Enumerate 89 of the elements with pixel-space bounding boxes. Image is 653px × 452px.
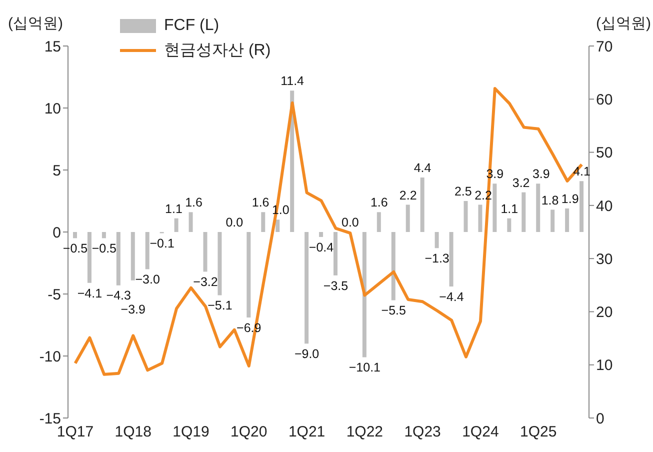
bar <box>565 208 570 232</box>
x-tick-label: 1Q18 <box>114 424 152 441</box>
data-label: 2.5 <box>454 184 472 199</box>
y-tick-label: -10 <box>39 348 61 366</box>
data-label: −4.4 <box>439 290 464 304</box>
bar <box>376 212 381 232</box>
x-tick-label: 1Q20 <box>230 424 268 441</box>
bar <box>102 232 106 238</box>
bar <box>174 218 178 232</box>
bar <box>391 232 396 300</box>
y2-tick-label: 50 <box>596 144 613 162</box>
y2-tick-label: 10 <box>596 357 613 374</box>
bar <box>319 232 324 237</box>
y2-tick-label: 20 <box>596 304 613 322</box>
bar <box>334 232 338 276</box>
bar <box>550 210 555 232</box>
legend-label: FCF (L) <box>164 17 220 35</box>
bar <box>449 232 454 287</box>
data-label: 3.2 <box>512 176 530 190</box>
y2-tick-label: 70 <box>596 38 613 56</box>
data-label: −3.9 <box>120 302 146 316</box>
data-label: −5.5 <box>381 304 406 318</box>
data-label: 0.0 <box>226 216 244 230</box>
y-tick-label: 0 <box>52 224 61 242</box>
y-tick-label: 5 <box>52 162 61 180</box>
bar <box>276 220 280 232</box>
bar <box>261 212 266 232</box>
data-label: −0.5 <box>62 242 88 256</box>
data-label: 1.1 <box>165 202 182 216</box>
bar <box>87 232 92 283</box>
x-tick-label: 1Q24 <box>462 424 499 441</box>
data-label: −0.5 <box>92 242 117 256</box>
bar <box>536 184 540 232</box>
bar <box>478 204 482 232</box>
data-label: 3.9 <box>532 167 550 182</box>
data-label: −9.0 <box>294 347 320 362</box>
x-tick-label: 1Q23 <box>404 424 441 441</box>
bar <box>116 232 120 286</box>
bar <box>362 232 366 358</box>
x-tick-label: 1Q21 <box>288 424 326 441</box>
y-tick-label: 15 <box>44 38 61 56</box>
bar <box>73 232 77 238</box>
bar <box>464 201 468 232</box>
data-label: 1.1 <box>500 202 518 216</box>
data-label: −0.1 <box>150 236 174 251</box>
data-label: 1.9 <box>561 192 579 206</box>
bar <box>130 232 135 280</box>
data-label: 2.2 <box>399 188 417 202</box>
data-label: 1.6 <box>185 196 203 210</box>
bar <box>218 232 222 296</box>
x-tick-label: 1Q22 <box>346 424 384 441</box>
bar <box>406 204 410 232</box>
data-label: −10.1 <box>348 360 381 375</box>
x-tick-label: 1Q19 <box>172 424 210 441</box>
y2-tick-label: 60 <box>596 91 613 108</box>
bar <box>492 184 497 232</box>
bar <box>188 212 193 232</box>
y2-tick-label: 30 <box>596 250 613 268</box>
data-label: −5.1 <box>208 298 232 313</box>
data-label: −3.5 <box>323 278 348 293</box>
bar <box>145 232 150 270</box>
data-label: −3.2 <box>193 275 218 290</box>
y-axis-title: (십억원) <box>8 14 63 33</box>
data-label: −4.1 <box>77 286 102 300</box>
bar <box>420 177 424 232</box>
bar <box>522 192 526 232</box>
y-tick-label: -5 <box>48 286 61 304</box>
data-label: 11.4 <box>280 74 304 88</box>
data-label: −4.3 <box>106 288 132 303</box>
data-label: 1.6 <box>252 196 270 210</box>
legend-label: 현금성자산 (R) <box>164 40 271 60</box>
data-label: 4.4 <box>414 161 432 176</box>
data-label: −0.4 <box>308 240 334 254</box>
bar <box>434 232 439 248</box>
data-label: 1.8 <box>541 193 559 208</box>
y2-tick-label: 0 <box>596 410 604 428</box>
bar <box>580 181 584 232</box>
y2-tick-label: 40 <box>596 198 613 215</box>
data-label: 0.0 <box>342 216 359 230</box>
y2-axis-title: (십억원) <box>596 14 651 33</box>
x-tick-label: 1Q25 <box>520 424 557 441</box>
bar <box>304 232 309 344</box>
bar <box>203 232 208 272</box>
data-label: −3.0 <box>135 272 160 287</box>
data-label: 1.6 <box>370 196 388 210</box>
bar <box>246 232 251 318</box>
data-label: −1.3 <box>424 252 450 266</box>
bar <box>507 218 512 232</box>
y-tick-label: 10 <box>44 100 61 118</box>
